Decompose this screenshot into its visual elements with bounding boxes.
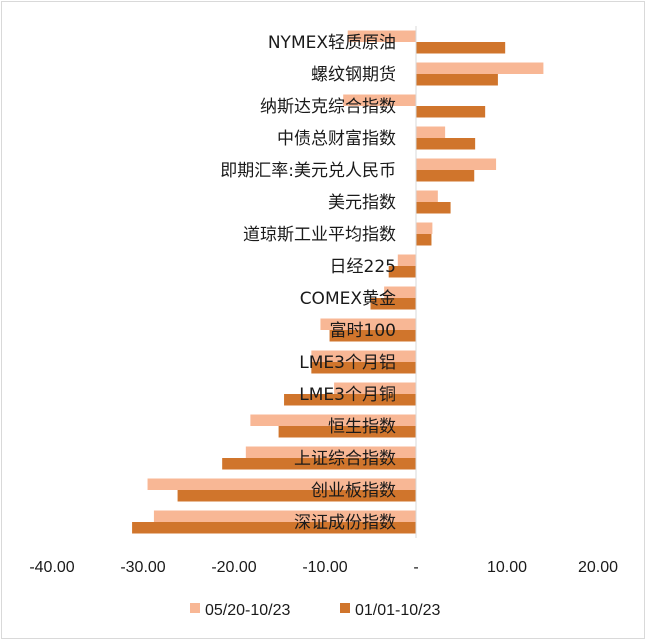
bar-series-1-cat-4 (416, 126, 446, 138)
x-tick-label: -20.00 (211, 559, 256, 576)
legend-label-series-2: 01/01-10/23 (355, 602, 441, 619)
x-tick-label: - (413, 559, 418, 576)
x-tick-label: -10.00 (302, 559, 347, 576)
legend-swatch-series-1 (190, 603, 200, 613)
category-label: 恒生指数 (328, 417, 396, 437)
x-tick-label: 20.00 (578, 559, 618, 576)
bar-series-1-cat-14 (245, 446, 416, 458)
category-label: NYMEX轻质原油 (268, 33, 396, 53)
legend: 05/20-10/23 01/01-10/23 (190, 602, 441, 619)
bar-series-2-cat-8 (388, 266, 416, 278)
bar-series-2-cat-2 (416, 74, 498, 86)
category-label: 日经225 (330, 257, 396, 277)
bar-series-1-cat-12 (334, 382, 416, 394)
category-label: 道琼斯工业平均指数 (243, 225, 396, 245)
category-label: 富时100 (330, 321, 396, 341)
category-label: LME3个月铜 (299, 385, 396, 405)
bar-series-2-cat-9 (370, 298, 416, 310)
bar-series-1-cat-15 (147, 478, 417, 490)
bar-series-1-cat-1 (347, 30, 416, 42)
bar-series-1-cat-8 (397, 254, 416, 266)
bars-layer (132, 30, 544, 534)
x-tick-labels: -40.00 -30.00 -20.00 -10.00-10.00 20.00 (29, 559, 618, 576)
category-label: 上证综合指数 (294, 449, 396, 469)
x-tick-label: 10.00 (487, 559, 527, 576)
category-label: 美元指数 (328, 193, 396, 213)
bar-series-2-cat-7 (416, 234, 432, 246)
bar-series-1-cat-2 (416, 62, 544, 74)
bar-series-2-cat-1 (416, 42, 506, 54)
category-label: 即期汇率:美元兑人民币 (220, 161, 396, 181)
bar-series-2-cat-10 (329, 330, 416, 342)
bar-series-1-cat-6 (416, 190, 438, 202)
bar-series-1-cat-9 (384, 286, 416, 298)
bar-series-2-cat-5 (416, 170, 475, 182)
category-labels: NYMEX轻质原油螺纹钢期货纳斯达克综合指数中债总财富指数即期汇率:美元兑人民币… (220, 33, 396, 533)
legend-label-series-1: 05/20-10/23 (205, 602, 291, 619)
bar-series-1-cat-10 (320, 318, 416, 330)
legend-swatch-series-2 (340, 603, 350, 613)
bar-series-2-cat-4 (416, 138, 476, 150)
category-label: 中债总财富指数 (277, 129, 396, 149)
bar-series-1-cat-5 (416, 158, 497, 170)
bar-series-1-cat-16 (153, 510, 417, 522)
bar-series-2-cat-13 (278, 426, 416, 438)
bar-series-2-cat-15 (177, 490, 416, 502)
bar-series-2-cat-6 (416, 202, 451, 214)
bar-series-2-cat-14 (222, 458, 416, 470)
category-label: 创业板指数 (311, 481, 396, 501)
category-label: LME3个月铝 (299, 353, 396, 373)
bar-series-2-cat-3 (416, 106, 486, 118)
category-label: 纳斯达克综合指数 (260, 97, 396, 117)
bar-series-2-cat-12 (284, 394, 416, 406)
category-label: COMEX黄金 (300, 289, 396, 309)
x-tick-label: -40.00 (29, 559, 74, 576)
bar-series-1-cat-11 (311, 350, 416, 362)
category-label: 深证成份指数 (294, 513, 396, 533)
bar-series-2-cat-11 (311, 362, 416, 374)
bar-series-1-cat-13 (250, 414, 416, 426)
bar-series-1-cat-7 (416, 222, 433, 234)
x-tick-label: -30.00 (120, 559, 165, 576)
bar-series-2-cat-16 (132, 522, 416, 534)
bar-series-1-cat-3 (343, 94, 416, 106)
category-label: 螺纹钢期货 (311, 65, 396, 85)
